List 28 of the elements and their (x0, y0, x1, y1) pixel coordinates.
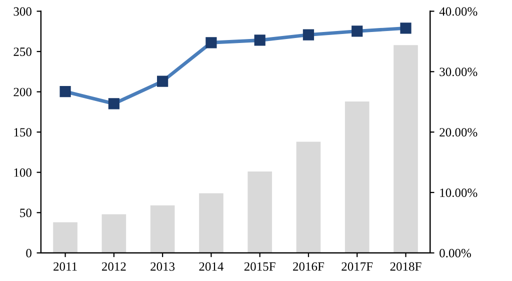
y-tick-label: 100 (14, 168, 32, 177)
y-tick-label: 250 (14, 48, 32, 56)
bar (199, 193, 224, 253)
x-tick-label: 2017F (342, 262, 373, 271)
bar (150, 205, 175, 253)
x-tick-label: 2016F (293, 262, 324, 271)
x-tick-label: 2013 (150, 262, 175, 271)
y-tick-label: 0 (26, 248, 32, 258)
x-tick-label: 2018F (390, 262, 422, 271)
bar (102, 214, 126, 253)
bar (53, 222, 78, 253)
y2-tick-label: 30.00% (440, 68, 478, 76)
y-tick-label: 300 (14, 7, 32, 16)
x-tick-label: 2015F (244, 262, 276, 271)
y-tick-label: 150 (14, 128, 32, 137)
x-tick-label: 2011 (54, 262, 77, 271)
y2-tick-label: 40.00% (439, 7, 478, 16)
x-tick-label: 2014 (199, 262, 224, 271)
y-tick-label: 200 (14, 88, 32, 96)
x-tick-label: 2012 (102, 262, 126, 271)
bar (394, 45, 418, 253)
y2-tick-label: 0.00% (440, 248, 471, 258)
y-tick-label: 50 (20, 208, 32, 218)
bar (248, 172, 272, 253)
y2-tick-label: 10.00% (440, 188, 478, 197)
bar (296, 142, 321, 253)
y2-tick-label: 20.00% (440, 128, 478, 137)
bar (344, 101, 370, 253)
